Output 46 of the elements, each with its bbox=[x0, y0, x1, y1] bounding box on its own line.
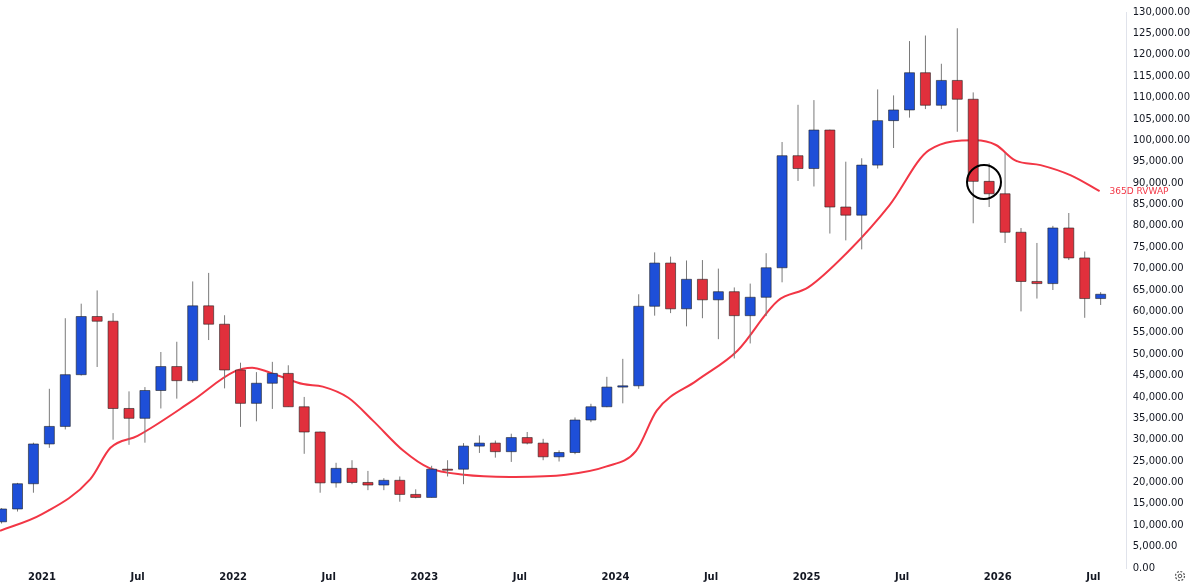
candlestick bbox=[888, 94, 899, 149]
x-tick-label: Jul bbox=[1085, 570, 1101, 582]
x-tick-label: 2024 bbox=[601, 570, 630, 582]
y-tick-label: 110,000.00 bbox=[1132, 91, 1191, 103]
y-tick-label: 85,000.00 bbox=[1132, 198, 1184, 210]
candlestick bbox=[505, 433, 517, 463]
y-tick-label: 105,000.00 bbox=[1132, 112, 1191, 124]
x-tick-label: 2026 bbox=[983, 570, 1012, 582]
candlestick bbox=[267, 361, 278, 410]
x-tick-label: 2022 bbox=[219, 570, 248, 582]
y-tick-label: 35,000.00 bbox=[1132, 411, 1184, 423]
y-tick-label: 125,000.00 bbox=[1132, 26, 1191, 38]
y-tick-label: 45,000.00 bbox=[1132, 369, 1184, 381]
y-tick-label: 50,000.00 bbox=[1132, 347, 1184, 359]
x-tick-label: Jul bbox=[894, 570, 910, 582]
y-tick-label: 120,000.00 bbox=[1132, 48, 1191, 60]
candlestick bbox=[203, 272, 214, 341]
y-tick-label: 75,000.00 bbox=[1132, 240, 1184, 252]
y-tick-label: 95,000.00 bbox=[1132, 155, 1184, 167]
x-tick-label: Jul bbox=[129, 570, 145, 582]
y-tick-label: 60,000.00 bbox=[1132, 304, 1184, 316]
y-tick-label: 20,000.00 bbox=[1132, 476, 1184, 488]
y-tick-label: 0.00 bbox=[1132, 561, 1156, 573]
y-tick-label: 80,000.00 bbox=[1132, 219, 1184, 231]
line-series bbox=[0, 139, 1101, 532]
y-tick-label: 90,000.00 bbox=[1132, 176, 1184, 188]
y-tick-label: 55,000.00 bbox=[1132, 326, 1184, 338]
y-tick-label: 40,000.00 bbox=[1132, 390, 1184, 402]
x-tick-label: Jul bbox=[320, 570, 336, 582]
y-tick-label: 70,000.00 bbox=[1132, 262, 1184, 274]
x-tick-label: Jul bbox=[511, 570, 528, 582]
candlestick bbox=[951, 27, 963, 133]
y-tick-label: 25,000.00 bbox=[1132, 454, 1184, 466]
y-tick-label: 115,000.00 bbox=[1132, 69, 1191, 81]
y-tick-label: 10,000.00 bbox=[1132, 518, 1184, 530]
y-tick-label: 100,000.00 bbox=[1132, 133, 1191, 145]
y-tick-label: 30,000.00 bbox=[1132, 433, 1184, 445]
y-tick-label: 5,000.00 bbox=[1132, 540, 1178, 552]
x-tick-label: 2025 bbox=[792, 570, 821, 582]
candlestick bbox=[728, 286, 740, 359]
y-tick-label: 130,000.00 bbox=[1132, 5, 1191, 17]
x-tick-label: 2023 bbox=[410, 570, 439, 582]
y-tick-label: 15,000.00 bbox=[1132, 497, 1184, 509]
x-tick-label: Jul bbox=[702, 570, 719, 582]
y-tick-label: 65,000.00 bbox=[1132, 283, 1184, 295]
x-tick-label: 2021 bbox=[28, 570, 56, 582]
